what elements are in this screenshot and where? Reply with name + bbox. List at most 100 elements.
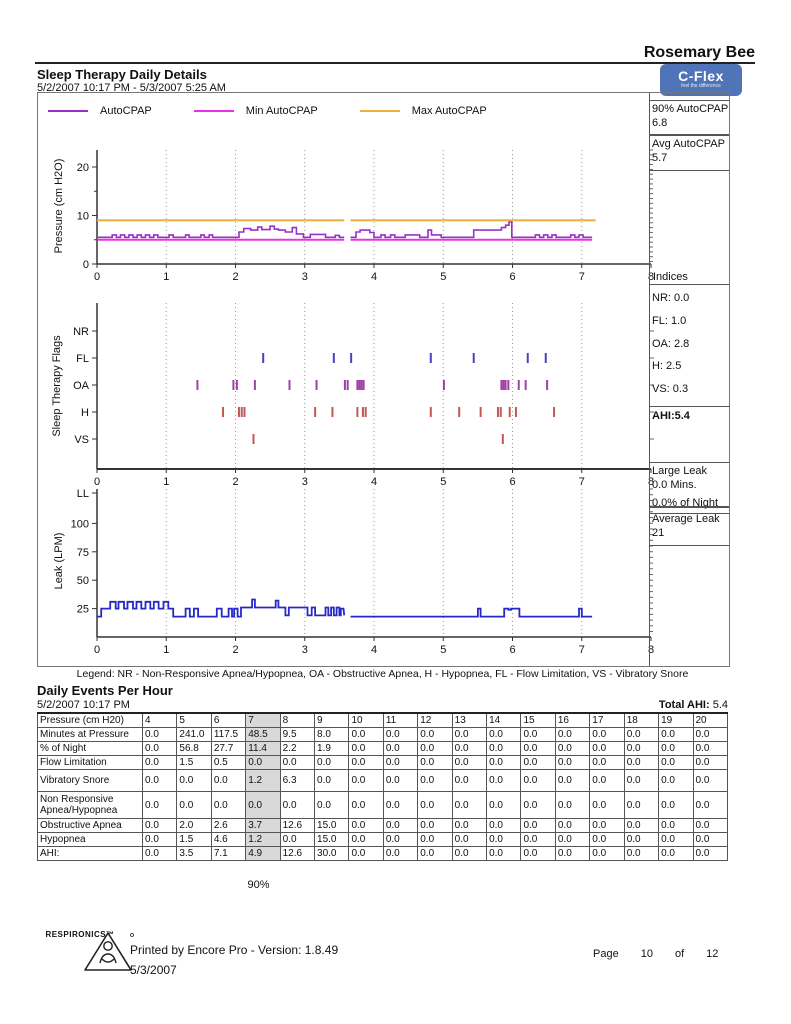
table-cell: 117.5 bbox=[210, 727, 247, 742]
index-item: H: 2.5 bbox=[652, 360, 682, 373]
table-cell: 8.0 bbox=[314, 727, 350, 742]
x-tick-label: 6 bbox=[509, 644, 515, 656]
leak-axis-label: Leak (LPM) bbox=[53, 532, 65, 590]
report-date-range: 5/2/2007 10:17 PM - 5/3/2007 5:25 AM bbox=[37, 82, 226, 94]
table-row: % of Night 0.0 56.8 27.7 11.4 2.2 1.9 0.0 0.0 0.0… bbox=[37, 741, 728, 756]
table-cell: 0.0 bbox=[348, 755, 384, 770]
table-cell: 0.0 bbox=[554, 769, 591, 792]
table-cell: 0.0 bbox=[245, 791, 281, 819]
table-cell: 1.9 bbox=[314, 741, 350, 756]
panel-average-leak: Average Leak 21 bbox=[650, 507, 729, 546]
table-cell: 0.0 bbox=[348, 727, 384, 742]
table-cell: 0.0 bbox=[279, 832, 316, 847]
table-cell: 27.7 bbox=[210, 741, 247, 756]
x-tick-label: 0 bbox=[94, 271, 100, 283]
page-of-label: of bbox=[674, 948, 685, 960]
indices-items: NR: 0.0 FL: 1.0 OA: 2.8 H: 2.5 VS: 0.3 bbox=[652, 292, 729, 397]
index-item: NR: 0.0 bbox=[652, 292, 690, 304]
table-cell: 0.0 bbox=[382, 791, 419, 819]
sleep-therapy-flags-chart: NR FL OA H VS 0 1 2 3 4 5 6 7 8 bbox=[73, 303, 654, 488]
pressure-column-header: 18 bbox=[623, 712, 660, 728]
table-cell: 0.0 bbox=[623, 791, 660, 819]
printed-by-block: Printed by Encore Pro - Version: 1.8.49 … bbox=[130, 940, 338, 981]
events-date: 5/2/2007 10:17 PM bbox=[37, 699, 130, 711]
x-tick-label: 5 bbox=[440, 644, 446, 656]
table-cell: 4.6 bbox=[210, 832, 247, 847]
table-cell: 2.2 bbox=[279, 741, 316, 756]
table-cell: 0.0 bbox=[417, 832, 453, 847]
printed-date: 5/3/2007 bbox=[130, 963, 177, 978]
table-cell: 0.0 bbox=[554, 846, 591, 861]
x-tick-label: 1 bbox=[163, 476, 169, 488]
table-header-row: Pressure (cm H20) 4 5 6 7 8 9 10 11 12 13 14 15 16 17 1… bbox=[37, 712, 728, 728]
pressure-column-header: 6 bbox=[210, 712, 247, 728]
series-autocpap bbox=[97, 225, 345, 239]
table-cell: 0.0 bbox=[382, 741, 419, 756]
x-tick-label: 7 bbox=[579, 476, 585, 488]
table-cell: 0.0 bbox=[692, 832, 728, 847]
x-tick-label: 6 bbox=[509, 476, 515, 488]
table-cell: 0.0 bbox=[210, 769, 247, 792]
table-cell: 0.0 bbox=[348, 769, 384, 792]
page-total: 12 bbox=[706, 948, 719, 960]
table-cell: 0.0 bbox=[692, 755, 728, 770]
table-cell: 0.0 bbox=[451, 818, 488, 833]
page-title: Sleep Therapy Daily Details bbox=[37, 67, 207, 82]
table-cell: 0.0 bbox=[520, 832, 556, 847]
x-tick-label: 2 bbox=[232, 271, 238, 283]
table-cell: 0.0 bbox=[348, 791, 384, 819]
table-cell: 0.0 bbox=[348, 741, 384, 756]
table-cell: 0.0 bbox=[245, 755, 281, 770]
x-tick-label: 2 bbox=[232, 476, 238, 488]
pressure-column-header: 14 bbox=[486, 712, 522, 728]
pressure-column-header: 7 bbox=[245, 712, 281, 728]
x-tick-label: 2 bbox=[232, 644, 238, 656]
pressure-column-header: 13 bbox=[451, 712, 488, 728]
table-cell: 0.0 bbox=[382, 727, 419, 742]
y-tick-label: 100 bbox=[71, 518, 89, 530]
table-cell: 0.0 bbox=[382, 818, 419, 833]
table-cell: 0.0 bbox=[210, 791, 247, 819]
category-label: OA bbox=[73, 380, 90, 392]
x-tick-label: 6 bbox=[509, 271, 515, 283]
table-cell: 0.0 bbox=[348, 832, 384, 847]
table-cell: 0.0 bbox=[589, 741, 625, 756]
row-label: Flow Limitation bbox=[37, 755, 143, 770]
table-cell: 15.0 bbox=[314, 818, 350, 833]
category-label: FL bbox=[76, 353, 89, 365]
table-cell: 56.8 bbox=[176, 741, 212, 756]
table-cell: 0.0 bbox=[658, 727, 694, 742]
indices-title: Indices bbox=[653, 271, 688, 283]
index-item: FL: 1.0 bbox=[652, 314, 687, 327]
table-cell: 9.5 bbox=[279, 727, 316, 742]
x-tick-label: 4 bbox=[371, 271, 377, 283]
table-cell: 0.0 bbox=[141, 755, 178, 770]
table-cell: 0.0 bbox=[658, 791, 694, 819]
cflex-logo-tagline: feel the difference bbox=[681, 83, 721, 89]
row-label: Hypopnea bbox=[37, 832, 143, 847]
table-cell: 0.0 bbox=[486, 769, 522, 792]
table-cell: 0.0 bbox=[382, 755, 419, 770]
y-top-label: LL bbox=[77, 488, 89, 500]
pressure-column-header: 19 bbox=[658, 712, 694, 728]
y-tick-label: 20 bbox=[77, 162, 89, 174]
x-tick-label: 3 bbox=[302, 644, 308, 656]
table-row: Obstructive Apnea 0.0 2.0 2.6 3.7 12.6 15.0 0.0… bbox=[37, 818, 728, 833]
events-heading: Daily Events Per Hour bbox=[37, 683, 173, 698]
table-row: AHI: 0.0 3.5 7.1 4.9 12.6 30.0 0.0 0.0 0.0 0.0 0.0 0… bbox=[37, 846, 728, 861]
y-tick-label: 25 bbox=[77, 604, 89, 616]
table-cell: 0.0 bbox=[692, 846, 728, 861]
table-cell: 0.0 bbox=[589, 832, 625, 847]
row-label: AHI: bbox=[37, 846, 143, 861]
page-indicator: Page 10 of 12 bbox=[593, 948, 718, 960]
table-cell: 0.0 bbox=[554, 791, 591, 819]
x-tick-label: 0 bbox=[94, 476, 100, 488]
table-cell: 0.0 bbox=[382, 769, 419, 792]
table-cell: 7.1 bbox=[210, 846, 247, 861]
series-autocpap bbox=[350, 221, 593, 239]
table-cell: 0.0 bbox=[520, 846, 556, 861]
table-cell: 0.0 bbox=[486, 818, 522, 833]
table-cell: 0.0 bbox=[520, 727, 556, 742]
ninety-percent-label: 90% bbox=[247, 879, 270, 891]
